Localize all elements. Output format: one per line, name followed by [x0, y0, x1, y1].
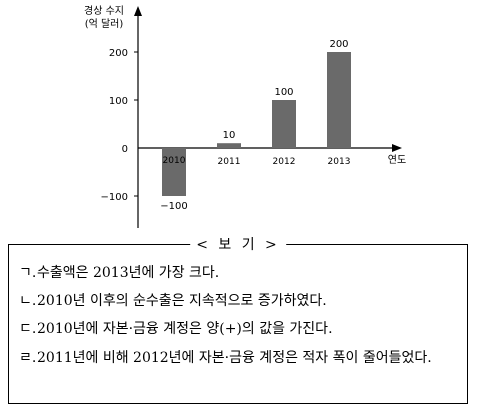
y-axis-label-line-2: (억 달러)	[85, 18, 124, 30]
x-axis-label: 연도	[388, 154, 406, 166]
x-axis-arrow	[392, 144, 402, 152]
bar	[162, 148, 186, 196]
bogi-item: ㄹ. 2011년에 비해 2012년에 자본·금융 계정은 적자 폭이 줄어들었…	[19, 346, 459, 370]
current-account-bar-chart: 경상 수지 (억 달러) 연도 −100 0 100 200 2010 −100 2011…	[84, 4, 406, 228]
bar-value-label: 200	[329, 39, 348, 50]
bogi-item-marker: ㄴ.	[19, 293, 37, 309]
bogi-item-text: 2011년에 비해 2012년에 자본·금융 계정은 적자 폭이 줄어들었다.	[37, 350, 432, 366]
bogi-item: ㄷ. 2010년에 자본·금융 계정은 양(+)의 값을 가진다.	[19, 315, 459, 343]
bogi-list: ㄱ. 수출액은 2013년에 가장 크다. ㄴ. 2010년 이후의 순수출은 …	[19, 259, 459, 370]
y-tick-label: 100	[109, 96, 128, 107]
y-tick-label: 0	[122, 144, 128, 155]
bar-value-label: −100	[160, 201, 187, 212]
bogi-item-marker: ㄷ.	[19, 321, 37, 337]
bar-value-label: 10	[223, 130, 236, 141]
y-tick-label: 200	[109, 48, 128, 59]
bogi-title: < 보 기 >	[190, 234, 286, 254]
x-category-label: 2010	[163, 156, 186, 166]
x-category-label: 2012	[273, 157, 296, 167]
bogi-item: ㄴ. 2010년 이후의 순수출은 지속적으로 증가하였다.	[19, 287, 459, 315]
bogi-item-marker: ㄱ.	[19, 265, 37, 281]
bogi-box: < 보 기 > ㄱ. 수출액은 2013년에 가장 크다. ㄴ. 2010년 이…	[8, 234, 468, 404]
x-category-label: 2013	[328, 157, 351, 167]
bogi-item-text: 수출액은 2013년에 가장 크다.	[37, 265, 220, 281]
bogi-item: ㄱ. 수출액은 2013년에 가장 크다.	[19, 259, 459, 287]
bar	[217, 143, 241, 148]
bar	[272, 100, 296, 148]
bogi-item-text: 2010년에 자본·금융 계정은 양(+)의 값을 가진다.	[37, 321, 333, 337]
y-axis-arrow	[134, 6, 142, 16]
bar-value-label: 100	[274, 87, 293, 98]
bogi-item-marker: ㄹ.	[19, 350, 37, 366]
bogi-item-text: 2010년 이후의 순수출은 지속적으로 증가하였다.	[37, 293, 327, 309]
y-tick-label: −100	[101, 192, 128, 203]
bar	[327, 52, 351, 148]
x-category-label: 2011	[218, 157, 241, 167]
y-axis-label-line-1: 경상 수지	[84, 4, 124, 17]
